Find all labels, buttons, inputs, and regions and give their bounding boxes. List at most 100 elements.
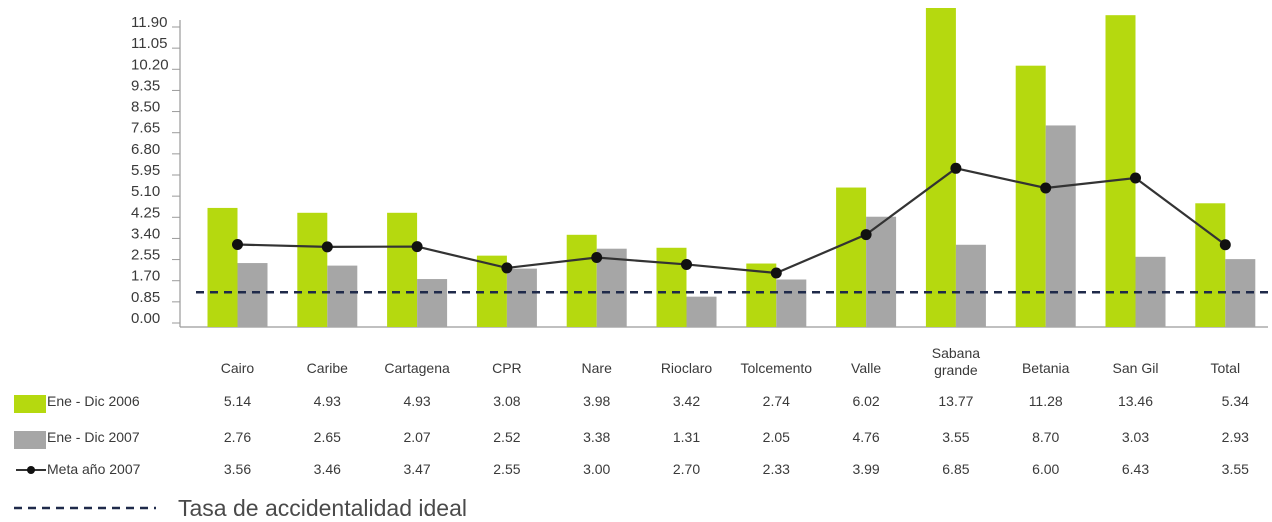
- bar-2007-1: [327, 265, 358, 327]
- value-cell: 2.70: [673, 461, 700, 477]
- value-cell: 3.42: [673, 393, 700, 409]
- meta-point-9: [1040, 182, 1052, 194]
- category-label: Cartagena: [384, 360, 450, 376]
- value-cell: 4.93: [403, 393, 430, 409]
- category-label: Tolcemento: [741, 360, 813, 376]
- legend-label-meta: Meta año 2007: [47, 461, 141, 477]
- bar-2007-2: [417, 279, 448, 327]
- meta-point-6: [770, 267, 782, 279]
- y-tick-label: 3.40: [131, 225, 160, 242]
- meta-point-0: [232, 239, 243, 251]
- y-tick-label: 8.50: [131, 99, 160, 116]
- bar-2007-4: [596, 248, 627, 327]
- meta-point-3: [501, 262, 513, 274]
- bar-2006-11: [1195, 203, 1226, 327]
- y-tick-label: 9.35: [131, 77, 160, 94]
- meta-point-4: [591, 252, 603, 264]
- value-cell: 2.93: [1222, 429, 1249, 445]
- value-cell: 3.38: [583, 429, 610, 445]
- y-tick-label: 11.90: [131, 14, 167, 31]
- y-tick-label: 5.10: [131, 183, 160, 200]
- bar-2007-3: [506, 268, 537, 327]
- category-label: CPR: [492, 360, 522, 376]
- bar-2007-8: [955, 244, 986, 327]
- value-cell: 2.76: [224, 429, 251, 445]
- meta-point-10: [1130, 172, 1141, 184]
- value-cell: 2.33: [763, 461, 790, 477]
- bar-2006-9: [1015, 65, 1046, 328]
- bar-2006-7: [836, 187, 867, 327]
- meta-line-group: [232, 162, 1231, 279]
- meta-point-5: [681, 258, 692, 270]
- value-cell: 4.76: [852, 429, 879, 445]
- value-cell: 3.47: [403, 461, 430, 477]
- category-label: grande: [934, 362, 978, 378]
- y-tick-label: 4.25: [131, 204, 160, 221]
- bar-2007-9: [1045, 125, 1076, 327]
- meta-point-1: [321, 241, 333, 253]
- category-label: Nare: [582, 360, 613, 376]
- y-tick-label: 1.70: [131, 268, 160, 285]
- bars-group: [207, 8, 1256, 328]
- value-cell: 2.07: [403, 429, 430, 445]
- bar-2006-5: [656, 247, 687, 327]
- value-cell: 3.46: [314, 461, 341, 477]
- bar-2006-4: [566, 234, 597, 327]
- y-axis: 0.00 0.85 1.70 2.55 3.40 4.25 5.10 5.95 6.80 7.65…: [131, 14, 1268, 328]
- value-cell: 3.00: [583, 461, 610, 477]
- value-cell: 5.14: [224, 393, 251, 409]
- value-cell: 2.74: [763, 393, 790, 409]
- bar-2007-0: [237, 263, 268, 327]
- meta-point-7: [860, 229, 872, 241]
- value-cell: 3.03: [1122, 429, 1149, 445]
- legend: Ene - Dic 2006 Ene - Dic 2007 Meta año 200…: [14, 393, 467, 521]
- bar-2007-5: [686, 296, 717, 327]
- value-cell: 6.43: [1122, 461, 1149, 477]
- value-cell: 3.98: [583, 393, 610, 409]
- meta-line: [237, 167, 1226, 275]
- legend-marker-meta: [27, 466, 35, 474]
- value-cell: 2.65: [314, 429, 341, 445]
- y-tick-label: 6.80: [131, 141, 160, 158]
- category-label: Valle: [851, 360, 881, 376]
- data-table: Cairo Caribe Cartagena CPR Nare Rioclaro Tolce…: [221, 345, 1249, 477]
- value-cell: 3.99: [852, 461, 879, 477]
- category-label: Caribe: [307, 360, 348, 376]
- meta-point-8: [950, 162, 962, 174]
- meta-point-2: [411, 241, 423, 253]
- value-cell: 13.77: [938, 393, 973, 409]
- value-cell: 2.05: [763, 429, 790, 445]
- legend-label-2006: Ene - Dic 2006: [47, 393, 140, 409]
- bar-2006-10: [1105, 15, 1136, 328]
- value-cell: 4.93: [314, 393, 341, 409]
- category-label: San Gil: [1113, 360, 1159, 376]
- y-tick-label: 5.95: [131, 162, 160, 179]
- value-cell: 3.55: [942, 429, 969, 445]
- category-label: Betania: [1022, 360, 1070, 376]
- y-tick-label: 10.20: [131, 56, 169, 73]
- bar-2006-0: [207, 207, 238, 327]
- legend-label-2007: Ene - Dic 2007: [47, 429, 140, 445]
- bar-2007-6: [776, 279, 807, 327]
- value-cell: 6.02: [852, 393, 879, 409]
- value-cell: 3.08: [493, 393, 520, 409]
- bar-2006-1: [297, 212, 328, 327]
- value-cell: 13.46: [1118, 393, 1153, 409]
- value-cell: 3.55: [1222, 461, 1249, 477]
- value-cell: 8.70: [1032, 429, 1059, 445]
- y-tick-label: 7.65: [131, 120, 160, 137]
- value-cell: 3.56: [224, 461, 251, 477]
- value-cell: 6.85: [942, 461, 969, 477]
- category-label: Cairo: [221, 360, 255, 376]
- y-tick-label: 0.85: [131, 289, 160, 306]
- value-cell: 11.28: [1029, 393, 1063, 409]
- category-label: Sabana: [932, 345, 980, 361]
- category-label: Rioclaro: [661, 360, 713, 376]
- legend-swatch-2007: [14, 431, 46, 449]
- value-cell: 1.31: [673, 429, 700, 445]
- y-tick-label: 2.55: [131, 247, 160, 264]
- value-cell: 2.52: [493, 429, 520, 445]
- meta-point-11: [1219, 239, 1231, 251]
- value-cell: 5.34: [1222, 393, 1249, 409]
